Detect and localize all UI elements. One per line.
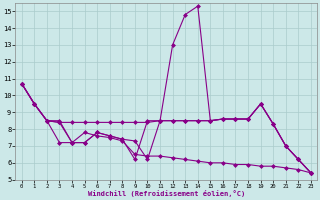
X-axis label: Windchill (Refroidissement éolien,°C): Windchill (Refroidissement éolien,°C): [88, 190, 245, 197]
